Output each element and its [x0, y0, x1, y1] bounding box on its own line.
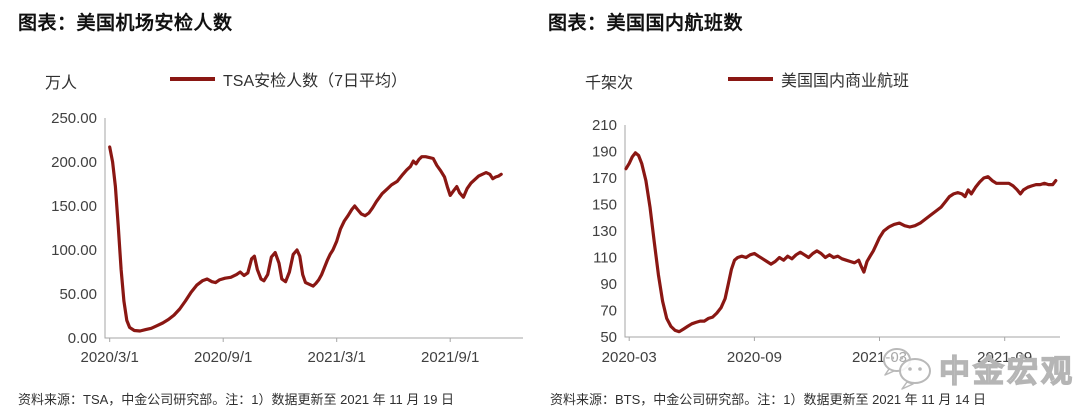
chart-legend: TSA安检人数（7日平均）	[170, 69, 408, 90]
x-tick-label: 2021-09	[977, 349, 1032, 366]
legend-series-label: 美国国内商业航班	[781, 73, 910, 90]
y-tick-label: 50	[600, 329, 617, 346]
y-tick-label: 170	[592, 170, 617, 187]
axes	[624, 125, 1060, 338]
wechat-icon	[883, 348, 931, 390]
y-tick-label: 110	[593, 250, 617, 267]
y-axis-unit-label: 千架次	[585, 75, 634, 92]
data-line	[108, 145, 503, 333]
y-tick-label: 130	[592, 223, 617, 240]
x-tick-label: 2020-03	[602, 349, 657, 366]
y-tick-label: 210	[592, 117, 617, 134]
y-tick-label: 100.00	[51, 242, 97, 259]
y-tick-label: 50.00	[59, 286, 97, 303]
chart-panel-tsa: 图表：美国机场安检人数 万人 TSA安检人数（7日平均） 250.00 200.0…	[18, 13, 523, 407]
y-tick-label: 190	[592, 144, 617, 161]
y-tick-label: 200.00	[51, 154, 97, 171]
watermark-text: 中金宏观	[938, 353, 1075, 389]
legend-line-swatch	[170, 77, 215, 81]
x-tick-label: 2021/3/1	[308, 349, 366, 366]
axes	[104, 118, 523, 339]
chart-panel-flights: 图表：美国国内航班数 千架次 美国国内商业航班 210 190 170 150 130 1…	[540, 0, 1080, 417]
source-note: 资料来源：BTS，中金公司研究部。注：1）数据更新至 2021 年 11 月 1…	[550, 392, 987, 407]
chart-legend: 美国国内商业航班	[728, 69, 910, 90]
chart-title: 图表：美国机场安检人数	[18, 13, 233, 34]
x-tick-label: 2020-09	[727, 349, 782, 366]
legend-series-label: TSA安检人数（7日平均）	[223, 73, 408, 90]
chart-title: 图表：美国国内航班数	[548, 13, 744, 34]
x-tick-label: 2020/3/1	[81, 349, 139, 366]
flights-line-chart: 210 190 170 150 130 110 90 70 50 2020-03 2020-09 20…	[592, 117, 1060, 366]
tsa-line-chart: 250.00 200.00 150.00 100.00 50.00 0.00 2020/3/…	[51, 110, 523, 366]
legend-line-swatch	[728, 77, 773, 81]
y-tick-label: 150	[592, 197, 617, 214]
y-tick-label: 250.00	[51, 110, 97, 127]
source-note: 资料来源：TSA，中金公司研究部。注：1）数据更新至 2021 年 11 月 1…	[18, 392, 455, 407]
data-line	[624, 151, 1058, 334]
y-tick-label: 150.00	[51, 198, 97, 215]
y-tick-label: 90	[600, 276, 617, 293]
y-axis-unit-label: 万人	[45, 75, 78, 92]
y-tick-label: 70	[600, 303, 617, 320]
x-tick-label: 2021/9/1	[421, 349, 479, 366]
y-tick-label: 0.00	[68, 330, 97, 347]
watermark: 中金宏观	[880, 345, 1075, 391]
x-tick-label: 2020/9/1	[194, 349, 252, 366]
